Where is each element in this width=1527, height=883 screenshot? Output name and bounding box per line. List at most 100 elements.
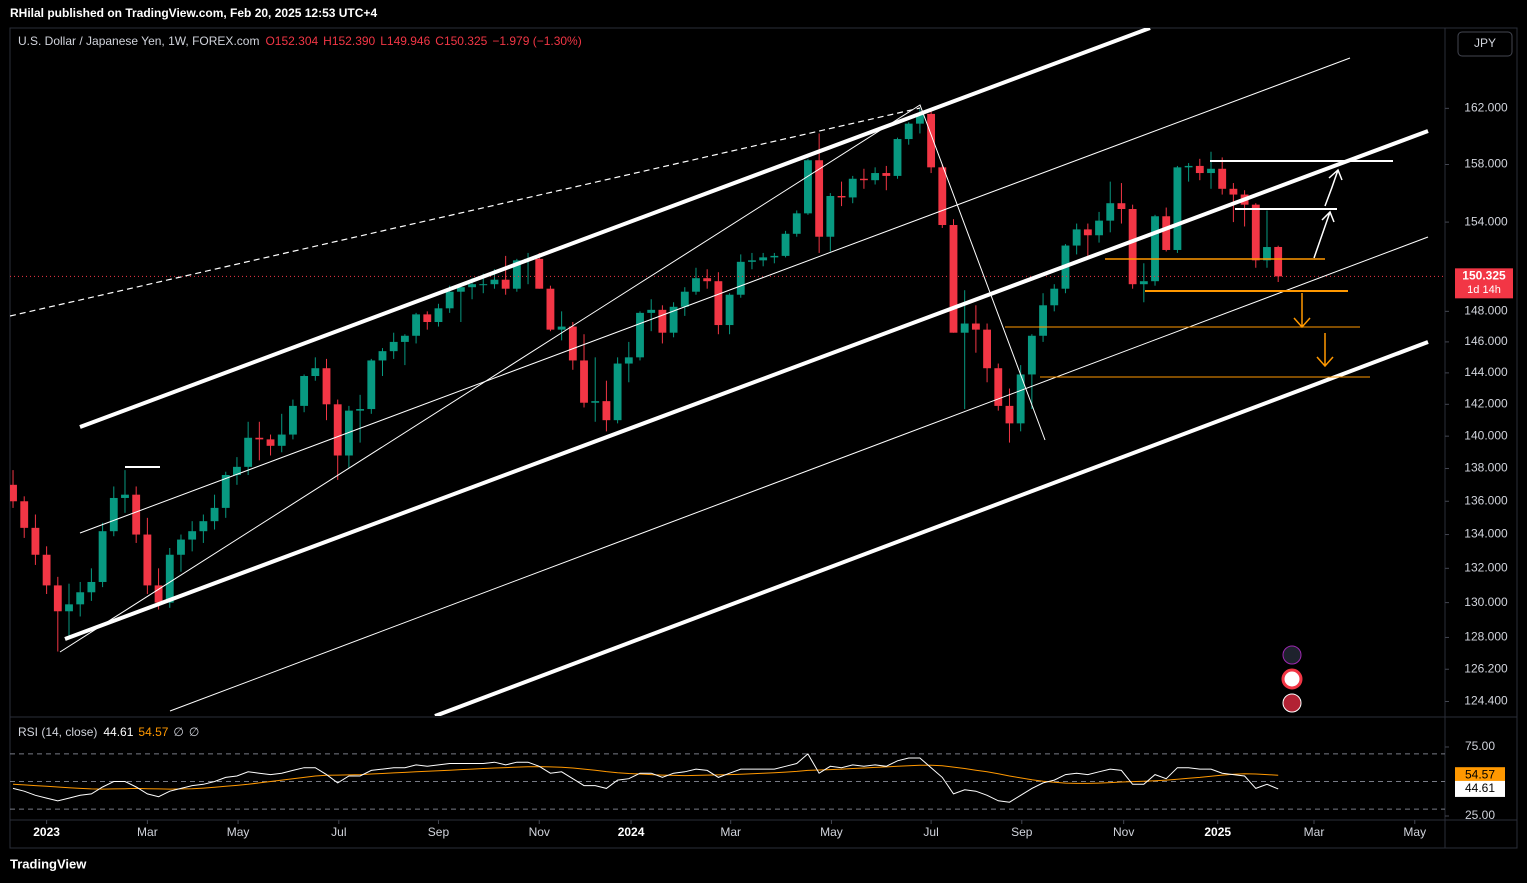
candle-body	[837, 195, 846, 198]
rsi-title: RSI (14, close)	[18, 725, 97, 739]
candle-body	[1151, 216, 1159, 282]
legend: U.S. Dollar / Japanese Yen, 1W, FOREX.co…	[18, 34, 582, 48]
candle-body	[703, 278, 712, 282]
candle-body	[434, 308, 443, 322]
candle-body	[501, 279, 510, 289]
last-price-label: 150.325	[1462, 269, 1506, 283]
x-tick-label: 2023	[33, 825, 60, 839]
x-tick-label: Jul	[331, 825, 346, 839]
rsi-value: 44.61	[103, 725, 133, 739]
candle-body	[848, 178, 857, 198]
candle-body	[949, 225, 958, 333]
candle-body	[311, 368, 320, 377]
candle-body	[792, 213, 801, 234]
y-tick-label: 142.000	[1464, 396, 1508, 410]
candle-body	[210, 507, 219, 522]
candle-body	[1095, 220, 1103, 236]
candle-body	[1218, 168, 1227, 189]
candle-body	[1263, 247, 1271, 261]
y-tick-label: 138.000	[1464, 461, 1508, 475]
y-tick-label: 146.000	[1464, 334, 1508, 348]
high: H152.390	[323, 34, 375, 48]
y-tick-label: 124.400	[1464, 694, 1508, 708]
low: L149.946	[380, 34, 430, 48]
candle-body	[132, 494, 141, 535]
candle-body	[602, 401, 611, 421]
candle-body	[1207, 168, 1215, 174]
rsi-ma-value: 54.57	[138, 725, 168, 739]
candle-body	[199, 521, 208, 532]
x-tick-label: Jul	[923, 825, 938, 839]
x-tick-label: Mar	[1304, 825, 1325, 839]
candle-body	[143, 534, 152, 586]
candle-body	[748, 260, 756, 262]
open: O152.304	[265, 34, 318, 48]
candle-body	[1184, 165, 1193, 168]
candle-body	[244, 437, 253, 467]
rsi-value-label: 54.57	[1465, 767, 1495, 781]
candle-body	[468, 284, 476, 288]
candle-body	[692, 278, 700, 292]
candle-body	[636, 312, 644, 358]
candle-body	[725, 294, 734, 326]
close: C150.325	[435, 34, 487, 48]
candle-body	[76, 592, 85, 605]
candle-body	[1117, 203, 1126, 210]
channel-bottom	[434, 340, 1429, 716]
currency[interactable]: JPY	[1474, 36, 1496, 50]
candle-body	[1162, 216, 1171, 250]
rsi-y-tick-label: 25.00	[1465, 808, 1495, 822]
rsi-legend: RSI (14, close) 44.61 54.57 ∅ ∅	[18, 725, 199, 739]
event-icon[interactable]	[1282, 693, 1302, 713]
x-tick-label: May	[1403, 825, 1426, 839]
dashed-line	[10, 107, 921, 317]
candle-body	[927, 113, 936, 168]
candle-body	[994, 368, 1003, 406]
symbol-title: U.S. Dollar / Japanese Yen, 1W, FOREX.co…	[18, 34, 259, 48]
candle-body	[65, 604, 73, 612]
candle-body	[714, 281, 723, 326]
axes: 162.000 158.000 154.000 148.000 146.000 144.0…	[33, 101, 1513, 839]
channel-thin-top	[79, 57, 1351, 534]
candle-body	[31, 527, 40, 555]
candle-body	[613, 363, 622, 421]
candle-body	[42, 554, 51, 586]
publisher: RHilal published on TradingView.com, Feb…	[10, 6, 377, 20]
rsi-line	[12, 753, 1279, 803]
candle-body	[188, 531, 197, 540]
arrow-down	[1316, 333, 1334, 368]
y-tick-label: 148.000	[1464, 304, 1508, 318]
y-tick-label: 134.000	[1464, 527, 1508, 541]
candle-body	[1229, 188, 1238, 195]
y-tick-label: 132.000	[1464, 560, 1508, 574]
candle-body	[98, 531, 107, 582]
x-tick-label: Sep	[1011, 825, 1033, 839]
y-tick-label: 154.000	[1464, 214, 1508, 228]
y-tick-label: 162.000	[1464, 101, 1508, 115]
rsi-pane	[10, 753, 1445, 810]
candle-body	[893, 139, 902, 176]
candle-body	[871, 173, 880, 181]
candle-body	[109, 497, 118, 532]
currency-button[interactable]	[1457, 31, 1513, 57]
candle-body	[938, 167, 947, 226]
candle-body	[1016, 374, 1025, 424]
y-tick-label: 140.000	[1464, 428, 1508, 442]
event-icon[interactable]	[1281, 668, 1303, 690]
candle-body	[904, 123, 913, 140]
channel-top	[79, 28, 1151, 429]
candle-body	[591, 401, 600, 403]
candle-body	[1005, 405, 1014, 424]
event-icon[interactable]	[1282, 645, 1302, 665]
rsi-y-tick-label: 75.00	[1465, 739, 1495, 753]
candle-body	[322, 368, 331, 405]
candle-body	[983, 329, 991, 369]
candle-body	[412, 314, 420, 336]
x-tick-label: Sep	[428, 825, 450, 839]
candle-body	[10, 484, 17, 502]
rsi-value-box	[1455, 780, 1505, 797]
brand: TradingView	[10, 856, 87, 871]
candle-body	[53, 585, 62, 612]
candle-body	[333, 404, 342, 456]
